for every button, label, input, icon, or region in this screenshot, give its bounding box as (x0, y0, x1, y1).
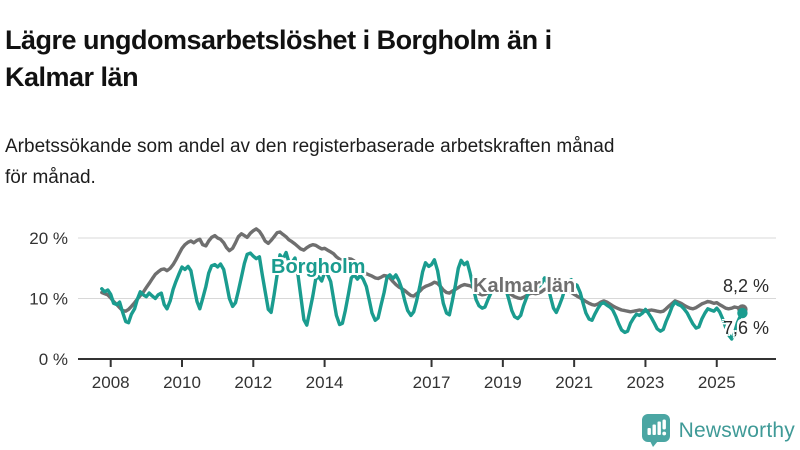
end-value-kalmar: 8,2 % (723, 276, 770, 296)
svg-text:20 %: 20 % (29, 229, 68, 248)
svg-text:0 %: 0 % (39, 350, 68, 369)
series-label-kalmar: Kalmar län (473, 275, 576, 297)
unemployment-line-chart: 0 % 10 % 20 % 2008 2010 2012 2014 2017 2019 2021 2… (0, 205, 800, 405)
newsworthy-branding: Newsworthy (0, 412, 795, 450)
newsworthy-brand-name: Newsworthy (678, 419, 795, 442)
page-title: Lägre ungdomsarbetslöshet i Borgholm än … (5, 22, 745, 96)
svg-text:2025: 2025 (698, 373, 736, 392)
svg-text:2010: 2010 (163, 373, 201, 392)
svg-text:2012: 2012 (234, 373, 272, 392)
svg-text:10 %: 10 % (29, 290, 68, 309)
series-label-borgholm: Borgholm (271, 256, 366, 278)
svg-text:2019: 2019 (484, 373, 522, 392)
page-title-line1: Lägre ungdomsarbetslöshet i Borgholm än … (5, 25, 552, 56)
end-value-borgholm: 7,6 % (723, 318, 770, 338)
newsworthy-logo-icon (641, 414, 670, 447)
chart-subtitle-line1: Arbetssökande som andel av den registerb… (5, 136, 615, 157)
svg-text:2008: 2008 (92, 373, 130, 392)
page-title-line2: Kalmar län (5, 62, 139, 93)
svg-text:2014: 2014 (306, 373, 344, 392)
line-chart-canvas: 0 % 10 % 20 % 2008 2010 2012 2014 2017 2019 2021 2… (29, 227, 776, 392)
svg-text:2017: 2017 (413, 373, 451, 392)
chart-subtitle: Arbetssökande som andel av den registerb… (5, 131, 785, 193)
svg-text:2023: 2023 (627, 373, 665, 392)
svg-text:2021: 2021 (555, 373, 593, 392)
chart-subtitle-line2: för månad. (5, 167, 96, 188)
